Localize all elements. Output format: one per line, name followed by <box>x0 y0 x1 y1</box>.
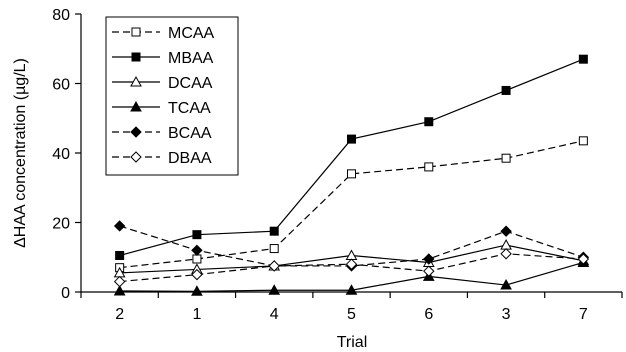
y-tick-label: 40 <box>52 146 70 163</box>
x-tick-label: 6 <box>424 306 433 323</box>
legend-marker-tcaa <box>130 100 142 112</box>
data-point-tcaa <box>345 284 358 295</box>
data-point-mbaa <box>578 54 588 64</box>
legend-label-dbaa: DBAA <box>168 150 212 167</box>
x-axis-label: Trial <box>337 334 368 351</box>
data-point-dbaa <box>577 253 590 265</box>
legend-item-bcaa: BCAA <box>112 125 212 142</box>
y-axis-label: ΔHAA concentration (µg/L) <box>12 58 29 248</box>
legend-item-mcaa: MCAA <box>112 25 215 42</box>
y-tick-label: 60 <box>52 77 70 94</box>
data-point-mbaa <box>424 117 434 127</box>
legend-marker-dbaa <box>130 151 142 163</box>
legend-label-bcaa: BCAA <box>168 125 212 142</box>
data-point-mbaa <box>269 226 279 236</box>
series-mbaa <box>115 54 588 261</box>
data-point-mcaa <box>347 169 356 179</box>
x-tick-label: 4 <box>270 306 279 323</box>
legend: MCAA MBAA DCAA TCAA BCAA DBAA <box>105 16 239 176</box>
legend-box <box>105 16 239 176</box>
data-point-dcaa <box>345 249 358 261</box>
data-point-tcaa <box>113 284 126 296</box>
data-point-bcaa <box>500 225 512 237</box>
legend-marker-mbaa <box>131 52 141 62</box>
x-tick-label: 7 <box>579 306 588 323</box>
data-point-bcaa <box>113 220 126 232</box>
series-lines <box>113 54 590 296</box>
data-point-mcaa <box>269 244 279 254</box>
data-point-bcaa <box>191 244 203 257</box>
x-tick-label: 2 <box>115 306 124 323</box>
data-point-mcaa <box>578 136 588 146</box>
legend-item-dcaa: DCAA <box>112 75 213 92</box>
data-point-dbaa <box>345 258 358 270</box>
legend-item-mbaa: MBAA <box>112 50 214 67</box>
data-point-bcaa <box>423 253 435 265</box>
legend-label-tcaa: TCAA <box>168 100 211 117</box>
legend-marker-mcaa <box>131 27 141 37</box>
data-point-mbaa <box>192 230 202 240</box>
x-tick-label: 1 <box>192 306 201 323</box>
legend-label-mbaa: MBAA <box>168 50 214 67</box>
data-point-mbaa <box>347 134 356 144</box>
x-ticks: 2 1 4 5 6 3 7 <box>80 292 623 323</box>
legend-item-tcaa: TCAA <box>112 100 211 117</box>
data-point-mcaa <box>424 162 434 172</box>
legend-label-mcaa: MCAA <box>168 25 215 42</box>
data-point-dbaa <box>113 275 126 288</box>
data-point-dbaa <box>268 260 280 272</box>
series-dbaa <box>113 248 590 288</box>
data-point-tcaa <box>500 279 512 290</box>
y-ticks: 0 20 40 60 80 <box>52 7 81 302</box>
legend-marker-dcaa <box>130 75 142 87</box>
data-point-mbaa <box>501 85 511 95</box>
x-tick-label: 5 <box>347 306 356 323</box>
y-tick-label: 0 <box>61 285 70 302</box>
data-point-mcaa <box>192 254 202 264</box>
data-point-tcaa <box>268 284 281 295</box>
data-point-dbaa <box>500 248 512 260</box>
legend-item-dbaa: DBAA <box>112 150 212 167</box>
legend-marker-bcaa <box>130 126 142 138</box>
data-point-tcaa <box>191 285 203 296</box>
y-tick-label: 20 <box>52 216 70 233</box>
data-point-mcaa <box>501 153 511 163</box>
data-point-dcaa <box>500 239 512 250</box>
legend-label-dcaa: DCAA <box>168 75 213 92</box>
data-point-dbaa <box>191 268 203 281</box>
x-tick-label: 3 <box>502 306 511 323</box>
data-point-dbaa <box>423 265 435 277</box>
data-point-mbaa <box>115 251 125 261</box>
y-tick-label: 80 <box>52 7 70 24</box>
